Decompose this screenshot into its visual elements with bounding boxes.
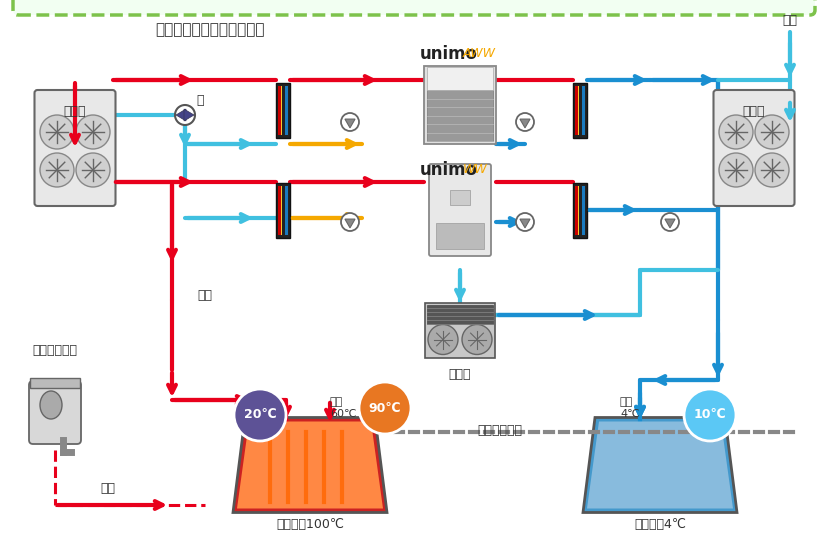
FancyBboxPatch shape	[29, 381, 81, 444]
Circle shape	[40, 115, 74, 149]
Text: unimo: unimo	[420, 161, 478, 179]
Text: 20℃: 20℃	[243, 409, 276, 422]
Circle shape	[718, 153, 752, 187]
Text: 給水: 給水	[197, 288, 212, 301]
Circle shape	[340, 113, 359, 131]
Polygon shape	[582, 417, 736, 512]
Polygon shape	[233, 417, 387, 512]
Text: 豏湯槽: 豏湯槽	[64, 104, 86, 118]
Polygon shape	[586, 422, 732, 509]
Polygon shape	[176, 109, 185, 121]
Polygon shape	[237, 422, 383, 509]
Circle shape	[515, 113, 533, 131]
FancyBboxPatch shape	[425, 302, 494, 357]
Circle shape	[175, 105, 195, 125]
FancyBboxPatch shape	[277, 186, 281, 234]
Circle shape	[40, 153, 74, 187]
Circle shape	[427, 325, 457, 355]
Circle shape	[461, 325, 491, 355]
FancyBboxPatch shape	[572, 182, 586, 238]
Polygon shape	[344, 219, 354, 228]
Text: 冷却槽　4℃: 冷却槽 4℃	[633, 517, 685, 530]
Text: WW: WW	[463, 163, 487, 176]
Polygon shape	[184, 109, 194, 121]
Text: 譋気ボイラー: 譋気ボイラー	[32, 343, 77, 356]
FancyBboxPatch shape	[575, 186, 578, 234]
FancyBboxPatch shape	[436, 222, 484, 249]
Polygon shape	[519, 219, 529, 228]
FancyBboxPatch shape	[35, 90, 115, 206]
FancyBboxPatch shape	[30, 378, 80, 388]
Text: 冷水
4℃: 冷水 4℃	[619, 397, 639, 419]
FancyBboxPatch shape	[277, 85, 281, 134]
Circle shape	[515, 213, 533, 231]
FancyBboxPatch shape	[572, 83, 586, 138]
FancyBboxPatch shape	[581, 186, 585, 234]
Text: 閉: 閉	[196, 94, 204, 107]
FancyBboxPatch shape	[13, 0, 814, 15]
Circle shape	[683, 389, 735, 441]
FancyBboxPatch shape	[575, 85, 577, 134]
Text: 温水
60℃: 温水 60℃	[330, 397, 356, 419]
FancyBboxPatch shape	[277, 186, 282, 234]
FancyBboxPatch shape	[285, 186, 287, 234]
FancyBboxPatch shape	[575, 85, 578, 134]
Ellipse shape	[40, 391, 62, 419]
Circle shape	[76, 115, 110, 149]
FancyBboxPatch shape	[713, 90, 793, 206]
FancyBboxPatch shape	[426, 305, 493, 324]
Circle shape	[718, 115, 752, 149]
Text: unimo: unimo	[420, 45, 478, 63]
Text: AWW: AWW	[463, 46, 495, 59]
Circle shape	[76, 153, 110, 187]
Circle shape	[359, 382, 411, 434]
FancyBboxPatch shape	[428, 164, 490, 256]
Polygon shape	[519, 119, 529, 128]
FancyBboxPatch shape	[581, 85, 585, 134]
FancyBboxPatch shape	[285, 85, 287, 134]
FancyBboxPatch shape	[276, 83, 290, 138]
Text: 産業ヒートポンプシステム: 産業ヒートポンプシステム	[155, 22, 264, 38]
Circle shape	[754, 153, 788, 187]
Text: 譋気: 譋気	[100, 481, 115, 494]
Text: チラー: チラー	[448, 368, 470, 381]
Polygon shape	[664, 219, 674, 228]
FancyBboxPatch shape	[575, 186, 577, 234]
Text: 冷水槽: 冷水槽	[742, 104, 764, 118]
Text: 給水: 給水	[782, 14, 797, 27]
FancyBboxPatch shape	[423, 66, 495, 144]
Circle shape	[233, 389, 286, 441]
FancyBboxPatch shape	[426, 67, 493, 90]
Text: ボイル槽100℃: ボイル槽100℃	[276, 517, 344, 530]
FancyBboxPatch shape	[276, 182, 290, 238]
Text: うどん、そば: うどん、そば	[477, 423, 522, 436]
Text: 10℃: 10℃	[693, 409, 725, 422]
Circle shape	[660, 213, 678, 231]
Text: 90℃: 90℃	[368, 401, 401, 415]
FancyBboxPatch shape	[450, 190, 469, 205]
Circle shape	[754, 115, 788, 149]
Circle shape	[340, 213, 359, 231]
FancyBboxPatch shape	[426, 90, 493, 141]
FancyBboxPatch shape	[277, 85, 282, 134]
Polygon shape	[344, 119, 354, 128]
